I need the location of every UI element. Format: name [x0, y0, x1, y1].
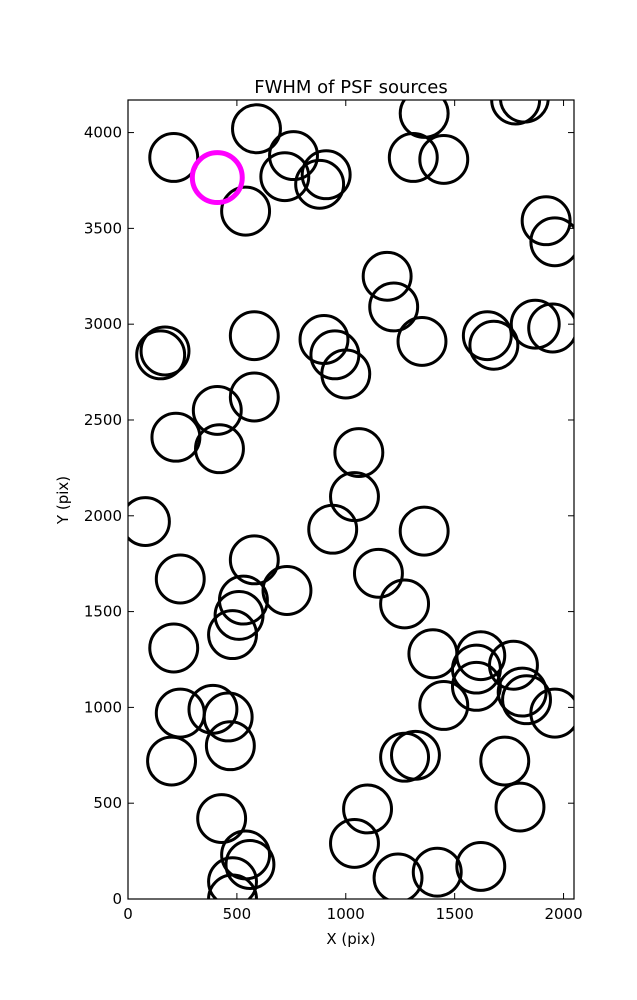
y-axis-label: Y (pix) [54, 476, 72, 525]
y-tick-label: 1000 [84, 698, 122, 716]
source-circle-62 [196, 793, 248, 844]
source-circle-47 [450, 643, 502, 695]
source-circle-63 [342, 783, 394, 835]
source-circle-28 [228, 371, 280, 423]
x-tick-label: 1500 [436, 905, 474, 923]
source-circle-9 [418, 133, 470, 185]
source-circle-33 [128, 496, 171, 547]
source-circle-6 [220, 185, 272, 237]
y-tick-label: 1500 [84, 603, 122, 621]
source-circle-13 [529, 216, 574, 268]
source-circle-38 [261, 565, 313, 616]
source-circle-61 [390, 729, 441, 781]
x-axis-label: X (pix) [326, 930, 375, 948]
chart-title: FWHM of PSF sources [254, 77, 448, 98]
source-circle-5 [294, 158, 346, 210]
source-circle-21 [135, 329, 187, 381]
source-circle-49 [488, 639, 539, 691]
source-circle-58 [479, 735, 531, 787]
highlighted-source-circle [189, 150, 245, 206]
source-circle-18 [509, 298, 561, 350]
source-circle-22 [139, 325, 191, 377]
source-circle-60 [379, 731, 431, 783]
plot-frame [127, 99, 575, 900]
source-circle-59 [146, 735, 198, 787]
source-circle-17 [468, 319, 520, 371]
source-circle-42 [213, 589, 265, 641]
source-circle-4 [300, 149, 352, 201]
x-tick-label: 2000 [544, 905, 582, 923]
y-tick-label: 2500 [84, 411, 122, 429]
source-circle-16 [461, 310, 513, 362]
source-circle-2 [268, 130, 319, 182]
source-circle-20 [396, 315, 448, 367]
x-tick-label: 0 [123, 905, 133, 923]
y-tick-label: 4000 [84, 124, 122, 142]
source-circle-10 [490, 100, 542, 126]
source-circle-12 [520, 195, 572, 247]
source-circle-32 [329, 471, 380, 523]
y-tick-label: 3000 [84, 315, 122, 333]
source-circle-8 [387, 132, 439, 183]
source-circle-70 [372, 852, 424, 899]
source-circle-72 [455, 840, 507, 892]
source-circle-51 [501, 674, 552, 726]
source-circle-0 [148, 132, 200, 183]
source-circle-29 [150, 411, 202, 463]
source-circle-55 [202, 691, 254, 743]
x-tick-label: 1000 [327, 905, 365, 923]
source-circle-19 [527, 302, 574, 354]
source-circle-23 [228, 310, 280, 362]
source-circle-14 [361, 250, 413, 302]
source-circle-68 [207, 856, 258, 899]
source-circle-3 [259, 151, 311, 203]
y-tick-label: 500 [93, 794, 122, 812]
source-circle-25 [309, 329, 361, 381]
source-circle-52 [529, 687, 574, 739]
x-axis: 0 500 1000 1500 2000 [123, 100, 583, 923]
source-circle-71 [411, 846, 463, 898]
source-circle-35 [398, 505, 450, 557]
y-tick-label: 3500 [84, 219, 122, 237]
source-circle-43 [207, 609, 258, 661]
source-circle-27 [191, 384, 243, 436]
source-circle-44 [148, 622, 200, 674]
source-circle-53 [154, 687, 206, 739]
y-tick-label: 0 [112, 890, 122, 908]
source-circle-67 [224, 839, 276, 890]
source-circle-15 [368, 281, 420, 333]
y-tick-label: 2000 [84, 507, 122, 525]
source-circle-31 [333, 427, 385, 479]
source-circle-39 [352, 547, 404, 599]
source-circle-40 [379, 578, 431, 630]
source-circle-26 [320, 348, 372, 400]
source-circle-24 [298, 314, 350, 365]
source-circle-11 [498, 100, 550, 124]
source-circle-1 [231, 103, 282, 155]
source-circle-30 [194, 423, 245, 475]
y-axis: 0 500 1000 1500 2000 2500 3000 3500 4000 [84, 124, 574, 908]
source-circle-45 [407, 628, 459, 680]
source-circle-57 [418, 680, 470, 731]
source-circle-41 [217, 574, 269, 626]
source-circle-37 [154, 553, 206, 605]
source-circle-36 [228, 534, 280, 586]
plot-marks [128, 100, 574, 899]
source-circle-64 [494, 781, 546, 833]
source-circle-56 [204, 720, 256, 772]
source-circle-34 [307, 503, 359, 555]
source-circle-65 [329, 817, 380, 869]
x-tick-label: 500 [223, 905, 252, 923]
source-circle-54 [187, 683, 239, 735]
source-circle-69 [207, 873, 258, 899]
